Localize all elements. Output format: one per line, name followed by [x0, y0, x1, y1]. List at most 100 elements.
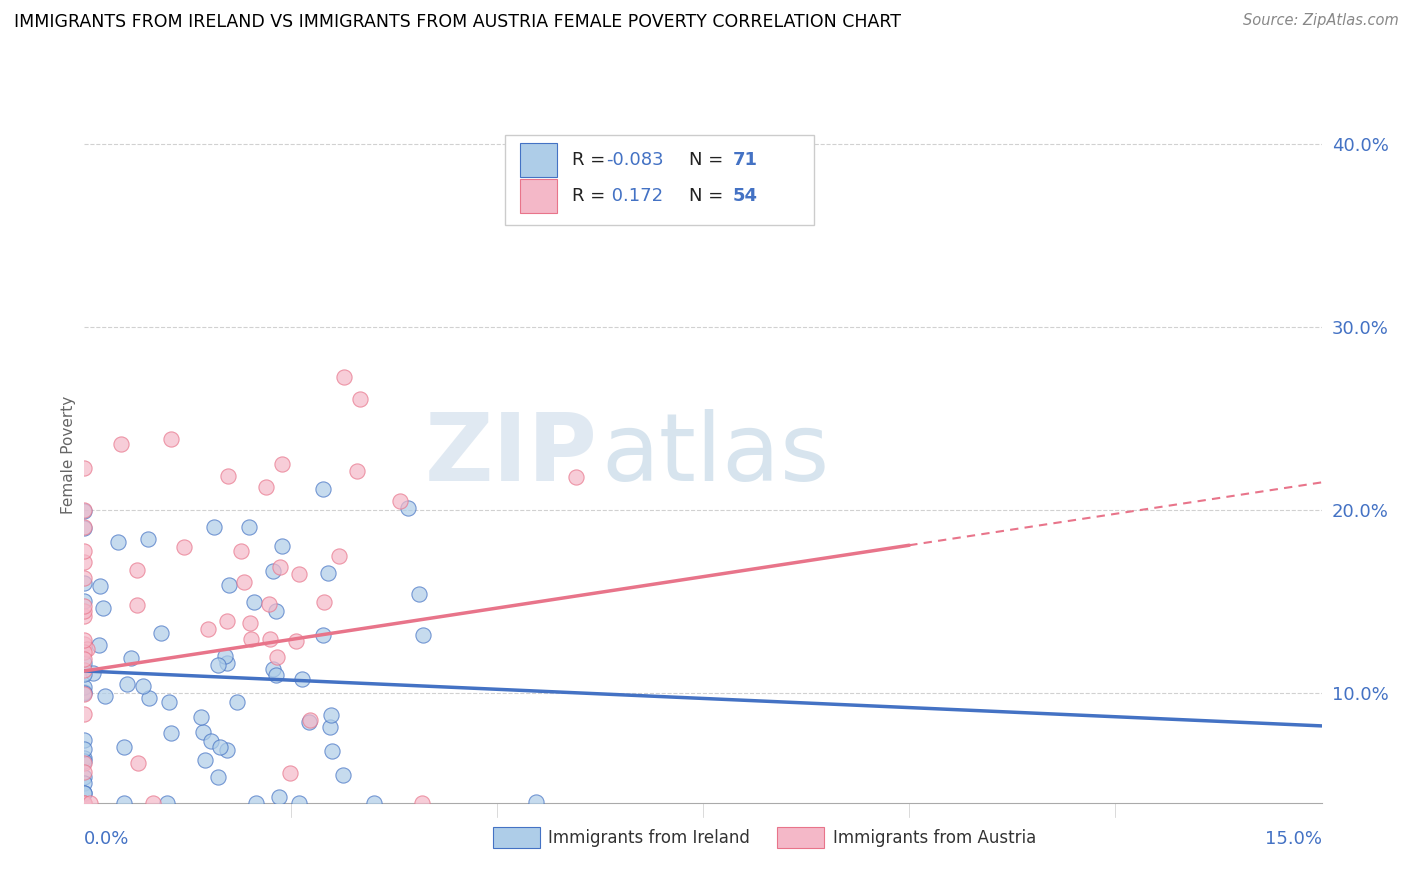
Point: [94, 690, 117, 704]
Point: [319, 707, 342, 722]
Point: [271, 540, 294, 554]
Point: [73, 504, 96, 518]
Point: [73, 786, 96, 800]
Point: [73, 460, 96, 475]
Point: [112, 796, 135, 810]
Point: [312, 628, 335, 642]
Point: [73, 652, 96, 666]
Point: [232, 574, 254, 589]
Point: [79, 796, 101, 810]
Point: [278, 765, 301, 780]
Text: 15.0%: 15.0%: [1264, 830, 1322, 848]
Text: 0.172: 0.172: [606, 187, 664, 205]
Point: [245, 796, 267, 810]
Point: [73, 571, 96, 585]
Point: [346, 464, 368, 478]
Point: [389, 494, 412, 508]
Point: [321, 744, 343, 758]
Point: [333, 370, 356, 384]
Point: [197, 622, 219, 636]
Point: [82, 666, 104, 681]
Point: [73, 604, 96, 618]
Point: [73, 756, 96, 770]
Point: [349, 392, 371, 406]
Point: [142, 796, 165, 810]
Point: [363, 796, 385, 810]
Point: [240, 632, 263, 646]
Point: [285, 633, 308, 648]
Point: [159, 726, 181, 740]
Point: [73, 637, 96, 651]
Point: [209, 739, 232, 754]
Point: [149, 626, 172, 640]
Text: N =: N =: [689, 187, 730, 205]
Point: [73, 656, 96, 670]
Text: IMMIGRANTS FROM IRELAND VS IMMIGRANTS FROM AUSTRIA FEMALE POVERTY CORRELATION CH: IMMIGRANTS FROM IRELAND VS IMMIGRANTS FR…: [14, 13, 901, 31]
Point: [138, 691, 160, 706]
Point: [87, 638, 110, 652]
Text: Immigrants from Austria: Immigrants from Austria: [832, 829, 1036, 847]
Point: [207, 658, 229, 673]
Point: [156, 796, 179, 810]
Point: [239, 616, 262, 631]
Text: Source: ZipAtlas.com: Source: ZipAtlas.com: [1243, 13, 1399, 29]
Text: 0.0%: 0.0%: [84, 830, 129, 848]
Text: R =: R =: [572, 187, 610, 205]
Point: [271, 457, 294, 471]
FancyBboxPatch shape: [520, 144, 557, 177]
Point: [269, 560, 291, 574]
Text: 71: 71: [733, 151, 758, 169]
Point: [319, 720, 342, 734]
Point: [73, 520, 96, 534]
Text: atlas: atlas: [602, 409, 830, 501]
Point: [328, 549, 350, 563]
Text: 54: 54: [733, 187, 758, 205]
Point: [266, 649, 288, 664]
Point: [89, 579, 111, 593]
Point: [73, 775, 96, 789]
Point: [200, 734, 222, 748]
Point: [157, 696, 180, 710]
Text: Immigrants from Ireland: Immigrants from Ireland: [548, 829, 751, 847]
Point: [136, 532, 159, 546]
Point: [73, 770, 96, 784]
Point: [312, 595, 335, 609]
Point: [291, 672, 314, 686]
Point: [127, 756, 149, 770]
Point: [411, 796, 433, 810]
Point: [565, 469, 588, 483]
Point: [131, 679, 153, 693]
Point: [73, 741, 96, 756]
Point: [190, 709, 212, 723]
Point: [214, 649, 236, 664]
Point: [107, 535, 129, 549]
Point: [332, 768, 354, 782]
Point: [231, 544, 253, 558]
Point: [408, 587, 430, 601]
Point: [298, 714, 321, 729]
Point: [73, 754, 96, 768]
Point: [73, 796, 96, 810]
Point: [110, 437, 132, 451]
FancyBboxPatch shape: [492, 827, 540, 848]
Point: [217, 742, 239, 756]
Point: [73, 520, 96, 534]
Point: [312, 482, 335, 496]
Point: [73, 667, 96, 681]
Point: [215, 657, 238, 671]
Point: [191, 724, 214, 739]
Point: [238, 520, 260, 534]
Point: [412, 628, 434, 642]
Point: [73, 663, 96, 677]
Point: [76, 641, 98, 656]
Text: -0.083: -0.083: [606, 151, 664, 169]
Point: [73, 503, 96, 517]
Point: [112, 739, 135, 754]
Point: [264, 604, 287, 618]
Point: [259, 632, 281, 647]
Y-axis label: Female Poverty: Female Poverty: [60, 396, 76, 514]
Point: [73, 544, 96, 558]
FancyBboxPatch shape: [778, 827, 824, 848]
Point: [287, 567, 309, 582]
Point: [73, 686, 96, 700]
